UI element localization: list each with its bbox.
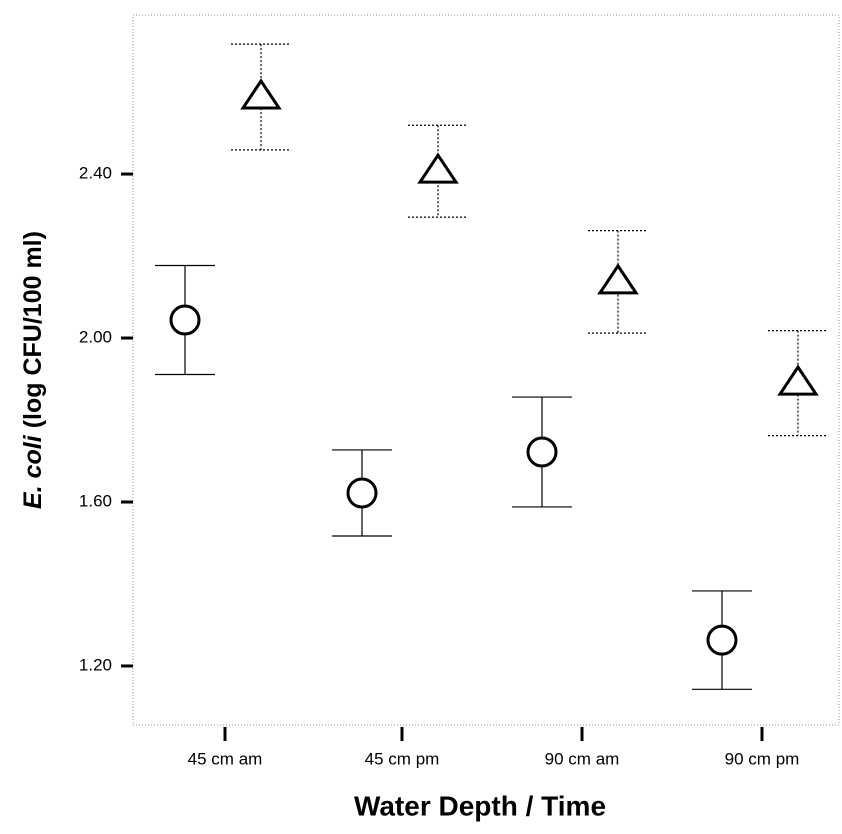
x-tick-label: 90 cm am	[545, 749, 620, 768]
y-tick-label: 1.60	[79, 491, 112, 510]
marker-circle	[169, 304, 201, 336]
y-tick-label: 2.00	[79, 328, 112, 347]
x-tick-label: 45 cm am	[188, 749, 263, 768]
x-axis-label: Water Depth / Time	[354, 790, 606, 821]
y-axis-label: E. coli (log CFU/100 ml)	[19, 231, 47, 509]
x-tick-label: 90 cm pm	[725, 749, 800, 768]
y-axis-label-rest: (log CFU/100 ml)	[19, 231, 47, 428]
marker-triangle	[777, 364, 819, 396]
y-tick-label: 1.20	[79, 655, 112, 674]
marker-circle	[706, 624, 738, 656]
marker-triangle	[597, 263, 639, 295]
plot-frame	[132, 14, 840, 726]
x-tick-label: 45 cm pm	[365, 749, 440, 768]
y-tick-label: 2.40	[79, 164, 112, 183]
marker-triangle	[417, 152, 459, 184]
marker-circle	[526, 436, 558, 468]
marker-triangle	[240, 78, 282, 110]
marker-circle	[346, 477, 378, 509]
y-axis-label-italic: E. coli	[19, 434, 47, 509]
